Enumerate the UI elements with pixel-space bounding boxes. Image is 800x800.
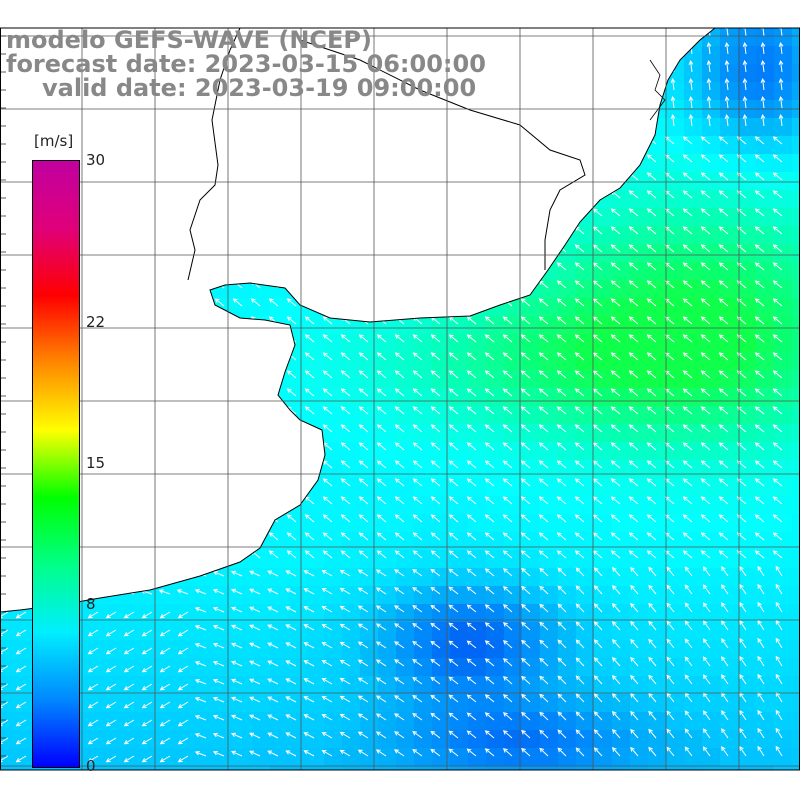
colorbar-tick-label: 0 — [86, 757, 96, 775]
colorbar-tick-label: 22 — [86, 312, 106, 331]
forecast-date: forecast date: 2023-03-15 06:00:00 — [6, 50, 486, 78]
valid-date: valid date: 2023-03-19 09:00:00 — [42, 74, 477, 102]
colorbar-tick-label: 8 — [86, 595, 96, 614]
river — [649, 59, 666, 121]
title-block: modelo GEFS-WAVE (NCEP) forecast date: 2… — [6, 28, 486, 100]
colorbar — [32, 160, 80, 768]
colorbar-tick-label: 30 — [86, 151, 106, 169]
colorbar-tick-label: 15 — [86, 454, 106, 472]
model-title: modelo GEFS-WAVE (NCEP) — [6, 26, 372, 54]
lat-lon-grid — [0, 27, 800, 771]
colorbar-unit: [m/s] — [34, 132, 74, 150]
land-border — [187, 27, 586, 281]
wind-speed-field — [0, 28, 800, 770]
coastline — [0, 27, 716, 613]
